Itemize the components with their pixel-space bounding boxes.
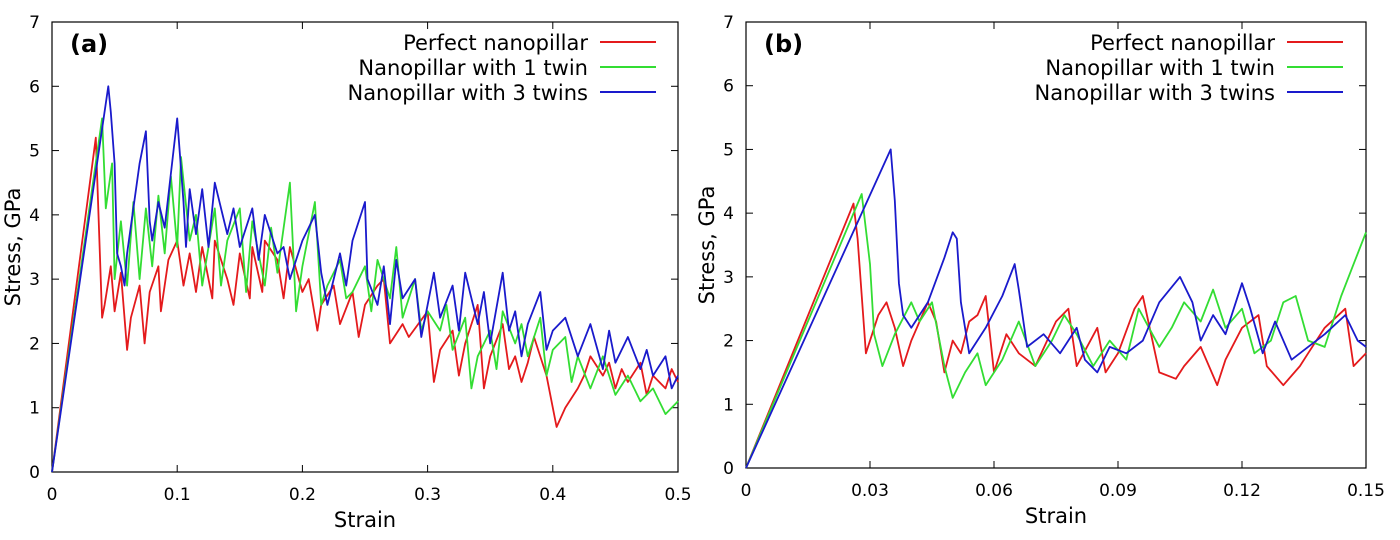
- y-tick-label: 1: [723, 395, 734, 415]
- y-tick-label: 5: [723, 140, 734, 160]
- x-tick-label: 0.03: [851, 481, 889, 501]
- x-tick-label: 0.12: [1223, 481, 1261, 501]
- y-axis-title: Stress, GPa: [695, 186, 719, 305]
- y-tick-label: 1: [29, 399, 40, 419]
- legend-label: Nanopillar with 3 twins: [347, 81, 588, 105]
- x-tick-label: 0.4: [539, 485, 566, 505]
- x-axis-title: Strain: [334, 508, 396, 532]
- y-axis-title: Stress, GPa: [1, 188, 25, 307]
- x-tick-label: 0.5: [664, 485, 691, 505]
- y-tick-label: 0: [723, 459, 734, 479]
- y-tick-label: 7: [29, 13, 40, 33]
- y-tick-label: 4: [29, 206, 40, 226]
- y-tick-label: 7: [723, 13, 734, 33]
- plot-frame: [745, 21, 1367, 469]
- legend-label: Nanopillar with 1 twin: [1045, 56, 1275, 80]
- y-tick-label: 5: [29, 142, 40, 162]
- plot-frame: [51, 21, 679, 473]
- y-tick-label: 0: [29, 463, 40, 483]
- x-axis-title: Strain: [1025, 504, 1087, 528]
- y-tick-label: 3: [723, 268, 734, 288]
- x-tick-label: 0.2: [289, 485, 316, 505]
- panel-a: 0 0.1 0.2 0.3 0.4 0.5 0 1 2 3 4 5 6 7 Strain Stress, GP…: [1, 13, 692, 532]
- x-tick-label: 0.3: [414, 485, 441, 505]
- x-tick-label: 0.09: [1099, 481, 1137, 501]
- panel-label: (b): [764, 30, 803, 58]
- x-tick-label: 0: [741, 481, 752, 501]
- series-line-3: [51, 85, 679, 473]
- series-line-2: [745, 193, 1367, 469]
- panel-b: 0 0.03 0.06 0.09 0.12 0.15 0 1 2 3 4 5 6 7 Strain Stres…: [695, 13, 1385, 528]
- x-tick-label: 0.1: [164, 485, 191, 505]
- x-tick-label: 0: [47, 485, 58, 505]
- y-tick-label: 2: [29, 334, 40, 354]
- y-tick-label: 6: [723, 77, 734, 97]
- series-line-1: [51, 136, 679, 473]
- series-line-2: [51, 117, 679, 473]
- panel-label: (a): [70, 30, 108, 58]
- legend-label: Nanopillar with 3 twins: [1034, 81, 1275, 105]
- x-tick-label: 0.06: [975, 481, 1013, 501]
- series-line-3: [745, 148, 1367, 469]
- y-tick-label: 6: [29, 77, 40, 97]
- legend-label: Perfect nanopillar: [1090, 31, 1275, 55]
- legend-label: Perfect nanopillar: [403, 31, 588, 55]
- y-tick-label: 3: [29, 270, 40, 290]
- legend-label: Nanopillar with 1 twin: [358, 56, 588, 80]
- y-tick-label: 4: [723, 204, 734, 224]
- y-tick-label: 2: [723, 332, 734, 352]
- x-tick-label: 0.15: [1347, 481, 1385, 501]
